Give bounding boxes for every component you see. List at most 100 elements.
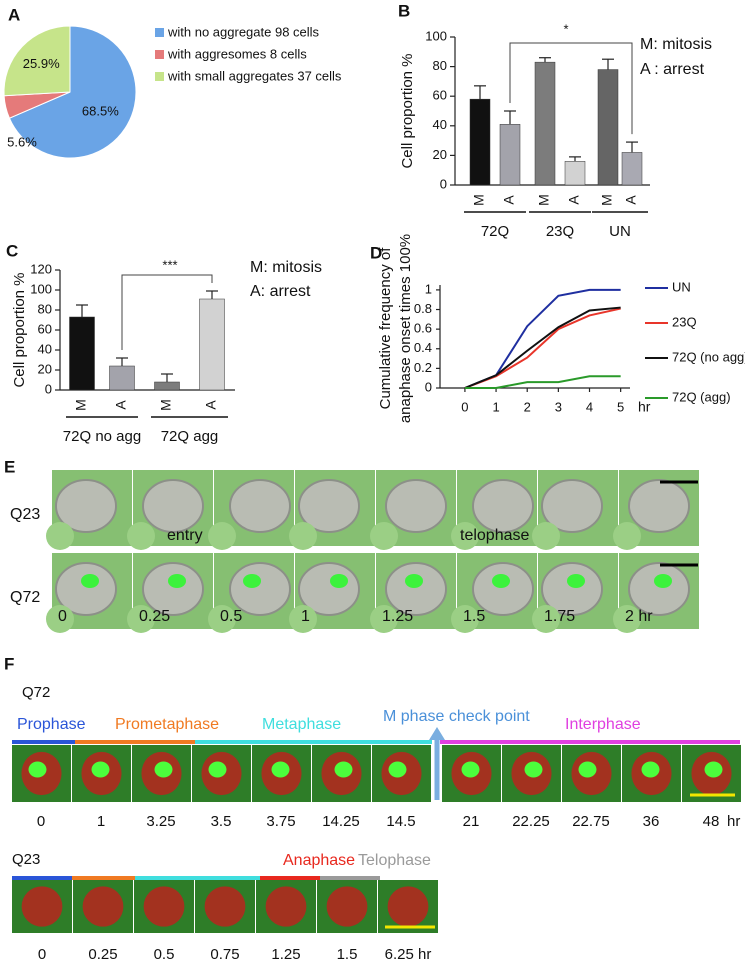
y-tick-label: 80 — [38, 301, 52, 316]
phase-label: Anaphase — [283, 852, 355, 869]
time-label: 6.25 hr — [385, 946, 432, 961]
time-label: 0 — [38, 946, 46, 961]
phase-label: Prometaphase — [115, 716, 219, 733]
time-label: 0 — [37, 813, 45, 830]
time-label: 21 — [463, 813, 480, 830]
phase-label: Telophase — [358, 852, 431, 869]
cell-neighbor — [127, 522, 155, 550]
time-label: 0.25 — [88, 946, 117, 961]
y-axis-label: Cell proportion % — [11, 272, 28, 387]
bar — [534, 61, 556, 186]
cell — [229, 562, 291, 616]
nucleus — [326, 886, 368, 927]
x-tick-label: A — [566, 195, 582, 205]
time-label: 0.5 — [220, 608, 242, 625]
aggregate — [168, 574, 186, 588]
cell — [55, 479, 117, 533]
group-label: 23Q — [546, 223, 574, 240]
time-label: 1.5 — [463, 608, 485, 625]
y-tick-label: 60 — [433, 88, 447, 103]
cell-neighbor — [127, 605, 155, 633]
legend-label: with aggresomes 8 cells — [167, 46, 307, 61]
cell — [385, 562, 447, 616]
y-tick-label: 0.6 — [414, 321, 432, 336]
data-label: 5.6% — [7, 134, 37, 149]
y-tick-label: 0.2 — [414, 360, 432, 375]
legend-text: M: mitosis — [640, 36, 712, 53]
legend-label: 72Q (no agg) — [672, 349, 745, 364]
series-line — [464, 306, 621, 389]
aggregate — [243, 574, 261, 588]
cell — [142, 479, 204, 533]
y-tick-label: 20 — [433, 147, 447, 162]
group-label: UN — [609, 223, 631, 240]
bar — [499, 124, 521, 186]
time-label: 22.75 — [572, 813, 610, 830]
aggregate — [578, 761, 597, 778]
y-axis-label: anaphase onset times 100% — [397, 234, 414, 423]
time-label: 3.25 — [146, 813, 175, 830]
legend-label: with small aggregates 37 cells — [167, 68, 342, 83]
cell — [385, 479, 447, 533]
x-tick-label: M — [73, 399, 89, 411]
aggregate — [208, 761, 227, 778]
aggregate — [271, 761, 290, 778]
nucleus — [387, 886, 429, 927]
bar — [69, 316, 95, 391]
pie-slice — [8, 25, 137, 159]
bar — [469, 98, 491, 186]
legend-swatch — [155, 50, 164, 59]
cell-neighbor — [532, 522, 560, 550]
legend-label: 23Q — [672, 314, 697, 329]
group-label: 72Q no agg — [63, 428, 141, 445]
y-tick-label: 40 — [38, 341, 52, 356]
cell — [628, 562, 690, 616]
significance-bracket — [121, 274, 213, 350]
time-label: 14.5 — [386, 813, 415, 830]
bar — [564, 161, 586, 186]
x-tick-label: 2 — [524, 399, 531, 414]
cell-neighbor — [532, 605, 560, 633]
y-tick-label: 60 — [38, 321, 52, 336]
aggregate — [524, 761, 543, 778]
y-tick-label: 20 — [38, 361, 52, 376]
aggregate — [641, 761, 660, 778]
x-tick-label: 0 — [461, 399, 468, 414]
bar — [199, 298, 225, 391]
aggregate — [405, 574, 423, 588]
bar — [109, 365, 135, 391]
time-label: 1.25 — [271, 946, 300, 961]
time-label: 0.75 — [210, 946, 239, 961]
aggregate — [154, 761, 173, 778]
cell — [472, 562, 534, 616]
aggregate — [91, 761, 110, 778]
arrow-head — [429, 727, 445, 740]
legend-text: M: mitosis — [250, 259, 322, 276]
y-axis-label: Cell proportion % — [399, 53, 416, 168]
time-label: 1.25 — [382, 608, 413, 625]
cell-neighbor — [46, 605, 74, 633]
time-label: 3.5 — [211, 813, 232, 830]
cell-neighbor — [451, 605, 479, 633]
x-tick-label: M — [158, 399, 174, 411]
cell-neighbor — [370, 605, 398, 633]
cell — [142, 562, 204, 616]
pie-slice — [3, 25, 71, 97]
x-tick-label: M — [471, 194, 487, 206]
group-label: 72Q — [481, 223, 509, 240]
cell — [55, 562, 117, 616]
y-axis-label: Cumulative frequency of — [377, 247, 394, 410]
cell-neighbor — [451, 522, 479, 550]
aggregate — [704, 761, 723, 778]
cell-neighbor — [208, 522, 236, 550]
time-label: 0.5 — [154, 946, 175, 961]
time-label: 3.75 — [266, 813, 295, 830]
panel-label: F — [4, 654, 14, 673]
cell — [628, 479, 690, 533]
nucleus — [21, 886, 63, 927]
legend-swatch — [155, 28, 164, 37]
significance-label: * — [563, 21, 568, 36]
time-label: 1.5 — [337, 946, 358, 961]
y-tick-label: 80 — [433, 58, 447, 73]
